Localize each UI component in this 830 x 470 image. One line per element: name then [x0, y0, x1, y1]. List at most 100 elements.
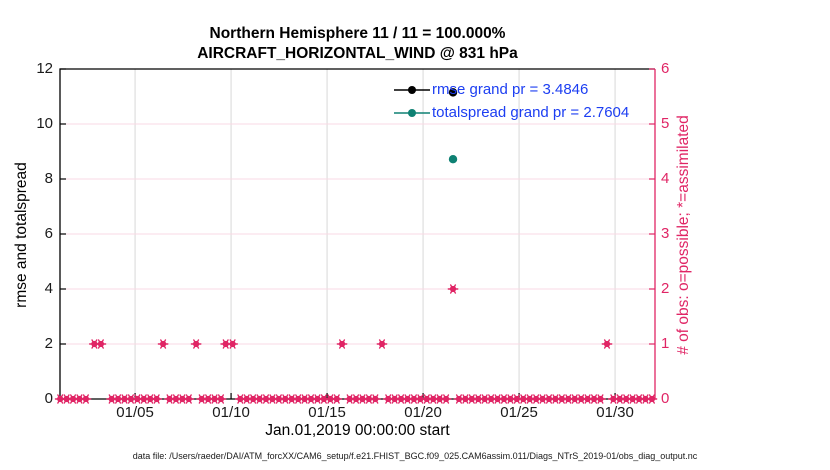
obs-count-asterisk [153, 394, 160, 404]
obs-count-asterisk [417, 394, 424, 404]
obs-count-asterisk [404, 394, 411, 404]
y-right-tick-label: 5 [661, 115, 670, 132]
x-tick-label: 01/30 [596, 404, 634, 421]
obs-count-asterisk [462, 394, 469, 404]
obs-count-asterisk [623, 394, 630, 404]
rmse-data-point [448, 88, 458, 97]
obs-count-asterisk [172, 394, 180, 404]
obs-count-asterisk [449, 284, 457, 294]
obs-count-asterisk [385, 394, 392, 404]
obs-count-asterisk [121, 394, 128, 404]
x-tick-label: 01/05 [116, 404, 154, 421]
obs-count-asterisk [166, 394, 173, 404]
legend-item-rmse: rmse grand pr = 3.4846 [394, 78, 629, 101]
obs-count-asterisk [127, 394, 134, 404]
obs-count-asterisk [243, 394, 250, 404]
obs-count-asterisk [314, 394, 321, 404]
totalspread-data-point [448, 155, 458, 164]
obs-count-asterisk [475, 394, 482, 404]
obs-count-asterisk [590, 394, 598, 404]
legend: rmse grand pr = 3.4846 totalspread grand… [394, 78, 629, 124]
legend-item-totalspread: totalspread grand pr = 2.7604 [394, 101, 629, 124]
obs-count-asterisk [436, 394, 443, 404]
obs-count-asterisk [520, 394, 527, 404]
obs-count-asterisk [365, 394, 372, 404]
legend-sample-rmse-icon [394, 85, 430, 94]
y-left-tick-label: 4 [44, 280, 53, 297]
y-right-tick-label: 2 [661, 280, 670, 297]
obs-count-asterisk [282, 394, 289, 404]
y-left-tick-label: 0 [44, 390, 53, 407]
obs-count-asterisk [295, 394, 302, 404]
obs-count-asterisk [217, 394, 225, 404]
obs-count-asterisk [430, 394, 437, 404]
obs-count-asterisk [307, 394, 315, 404]
y-right-tick-label: 1 [661, 335, 670, 352]
obs-count-asterisk [108, 394, 115, 404]
obs-count-asterisk [372, 394, 379, 404]
obs-count-asterisk [346, 394, 353, 404]
obs-count-asterisk [584, 394, 591, 404]
obs-count-asterisk [262, 394, 270, 404]
obs-count-asterisk [82, 394, 89, 404]
x-tick-label: 01/25 [500, 404, 538, 421]
obs-count-asterisk [443, 394, 450, 404]
obs-count-asterisk [222, 339, 229, 349]
obs-count-asterisk [57, 394, 64, 404]
obs-count-asterisk [140, 394, 147, 404]
obs-count-asterisk [353, 394, 360, 404]
x-tick-label: 01/20 [404, 404, 442, 421]
obs-count-asterisk [63, 394, 70, 404]
obs-count-asterisk [565, 394, 572, 404]
obs-count-asterisk [237, 394, 244, 404]
obs-count-asterisk [275, 394, 282, 404]
figure-title-line2: AIRCRAFT_HORIZONTAL_WIND @ 831 hPa [197, 45, 518, 62]
obs-count-asterisk [481, 394, 488, 404]
obs-count-asterisk [500, 394, 508, 404]
obs-count-asterisk [558, 394, 565, 404]
obs-count-asterisk [616, 394, 623, 404]
obs-count-asterisk [571, 394, 578, 404]
obs-count-asterisk [359, 394, 366, 404]
obs-count-asterisk [179, 394, 186, 404]
obs-count-asterisk [423, 394, 430, 404]
obs-count-asterisk [610, 394, 617, 404]
obs-count-asterisk [91, 339, 98, 349]
obs-count-asterisk [494, 394, 501, 404]
obs-count-asterisk [488, 394, 495, 404]
y-left-tick-label: 2 [44, 335, 53, 352]
obs-count-asterisk [134, 394, 141, 404]
obs-count-asterisk [378, 339, 386, 349]
y-right-tick-label: 3 [661, 225, 670, 242]
obs-count-asterisk [338, 339, 346, 349]
obs-count-asterisk [288, 394, 295, 404]
y-right-tick-label: 0 [661, 390, 670, 407]
y-right-tick-label: 4 [661, 170, 670, 187]
legend-label-rmse: rmse grand pr = 3.4846 [432, 81, 589, 98]
obs-count-asterisk [327, 394, 334, 404]
y-left-tick-label: 12 [36, 60, 53, 77]
y-left-tick-label: 8 [44, 170, 53, 187]
obs-count-asterisk [250, 394, 257, 404]
obs-count-asterisk [229, 339, 236, 349]
obs-count-asterisk [636, 394, 643, 404]
obs-count-asterisk [97, 339, 104, 349]
obs-count-asterisk [533, 394, 540, 404]
obs-count-asterisk [410, 394, 417, 404]
obs-count-asterisk [513, 394, 520, 404]
obs-count-asterisk [320, 394, 327, 404]
obs-count-asterisk [507, 394, 514, 404]
obs-count-asterisk [301, 394, 308, 404]
obs-count-asterisk [642, 394, 649, 404]
x-axis-label: Jan.01,2019 00:00:00 start [265, 422, 450, 439]
obs-count-asterisk [597, 394, 604, 404]
legend-label-totalspread: totalspread grand pr = 2.7604 [432, 104, 630, 121]
y-left-tick-label: 10 [36, 115, 53, 132]
footer-datafile-path: data file: /Users/raeder/DAI/ATM_forcXX/… [132, 451, 698, 461]
obs-count-asterisk [256, 394, 263, 404]
obs-count-asterisk [648, 394, 655, 404]
obs-count-asterisk [578, 394, 585, 404]
obs-count-asterisk [160, 339, 167, 349]
